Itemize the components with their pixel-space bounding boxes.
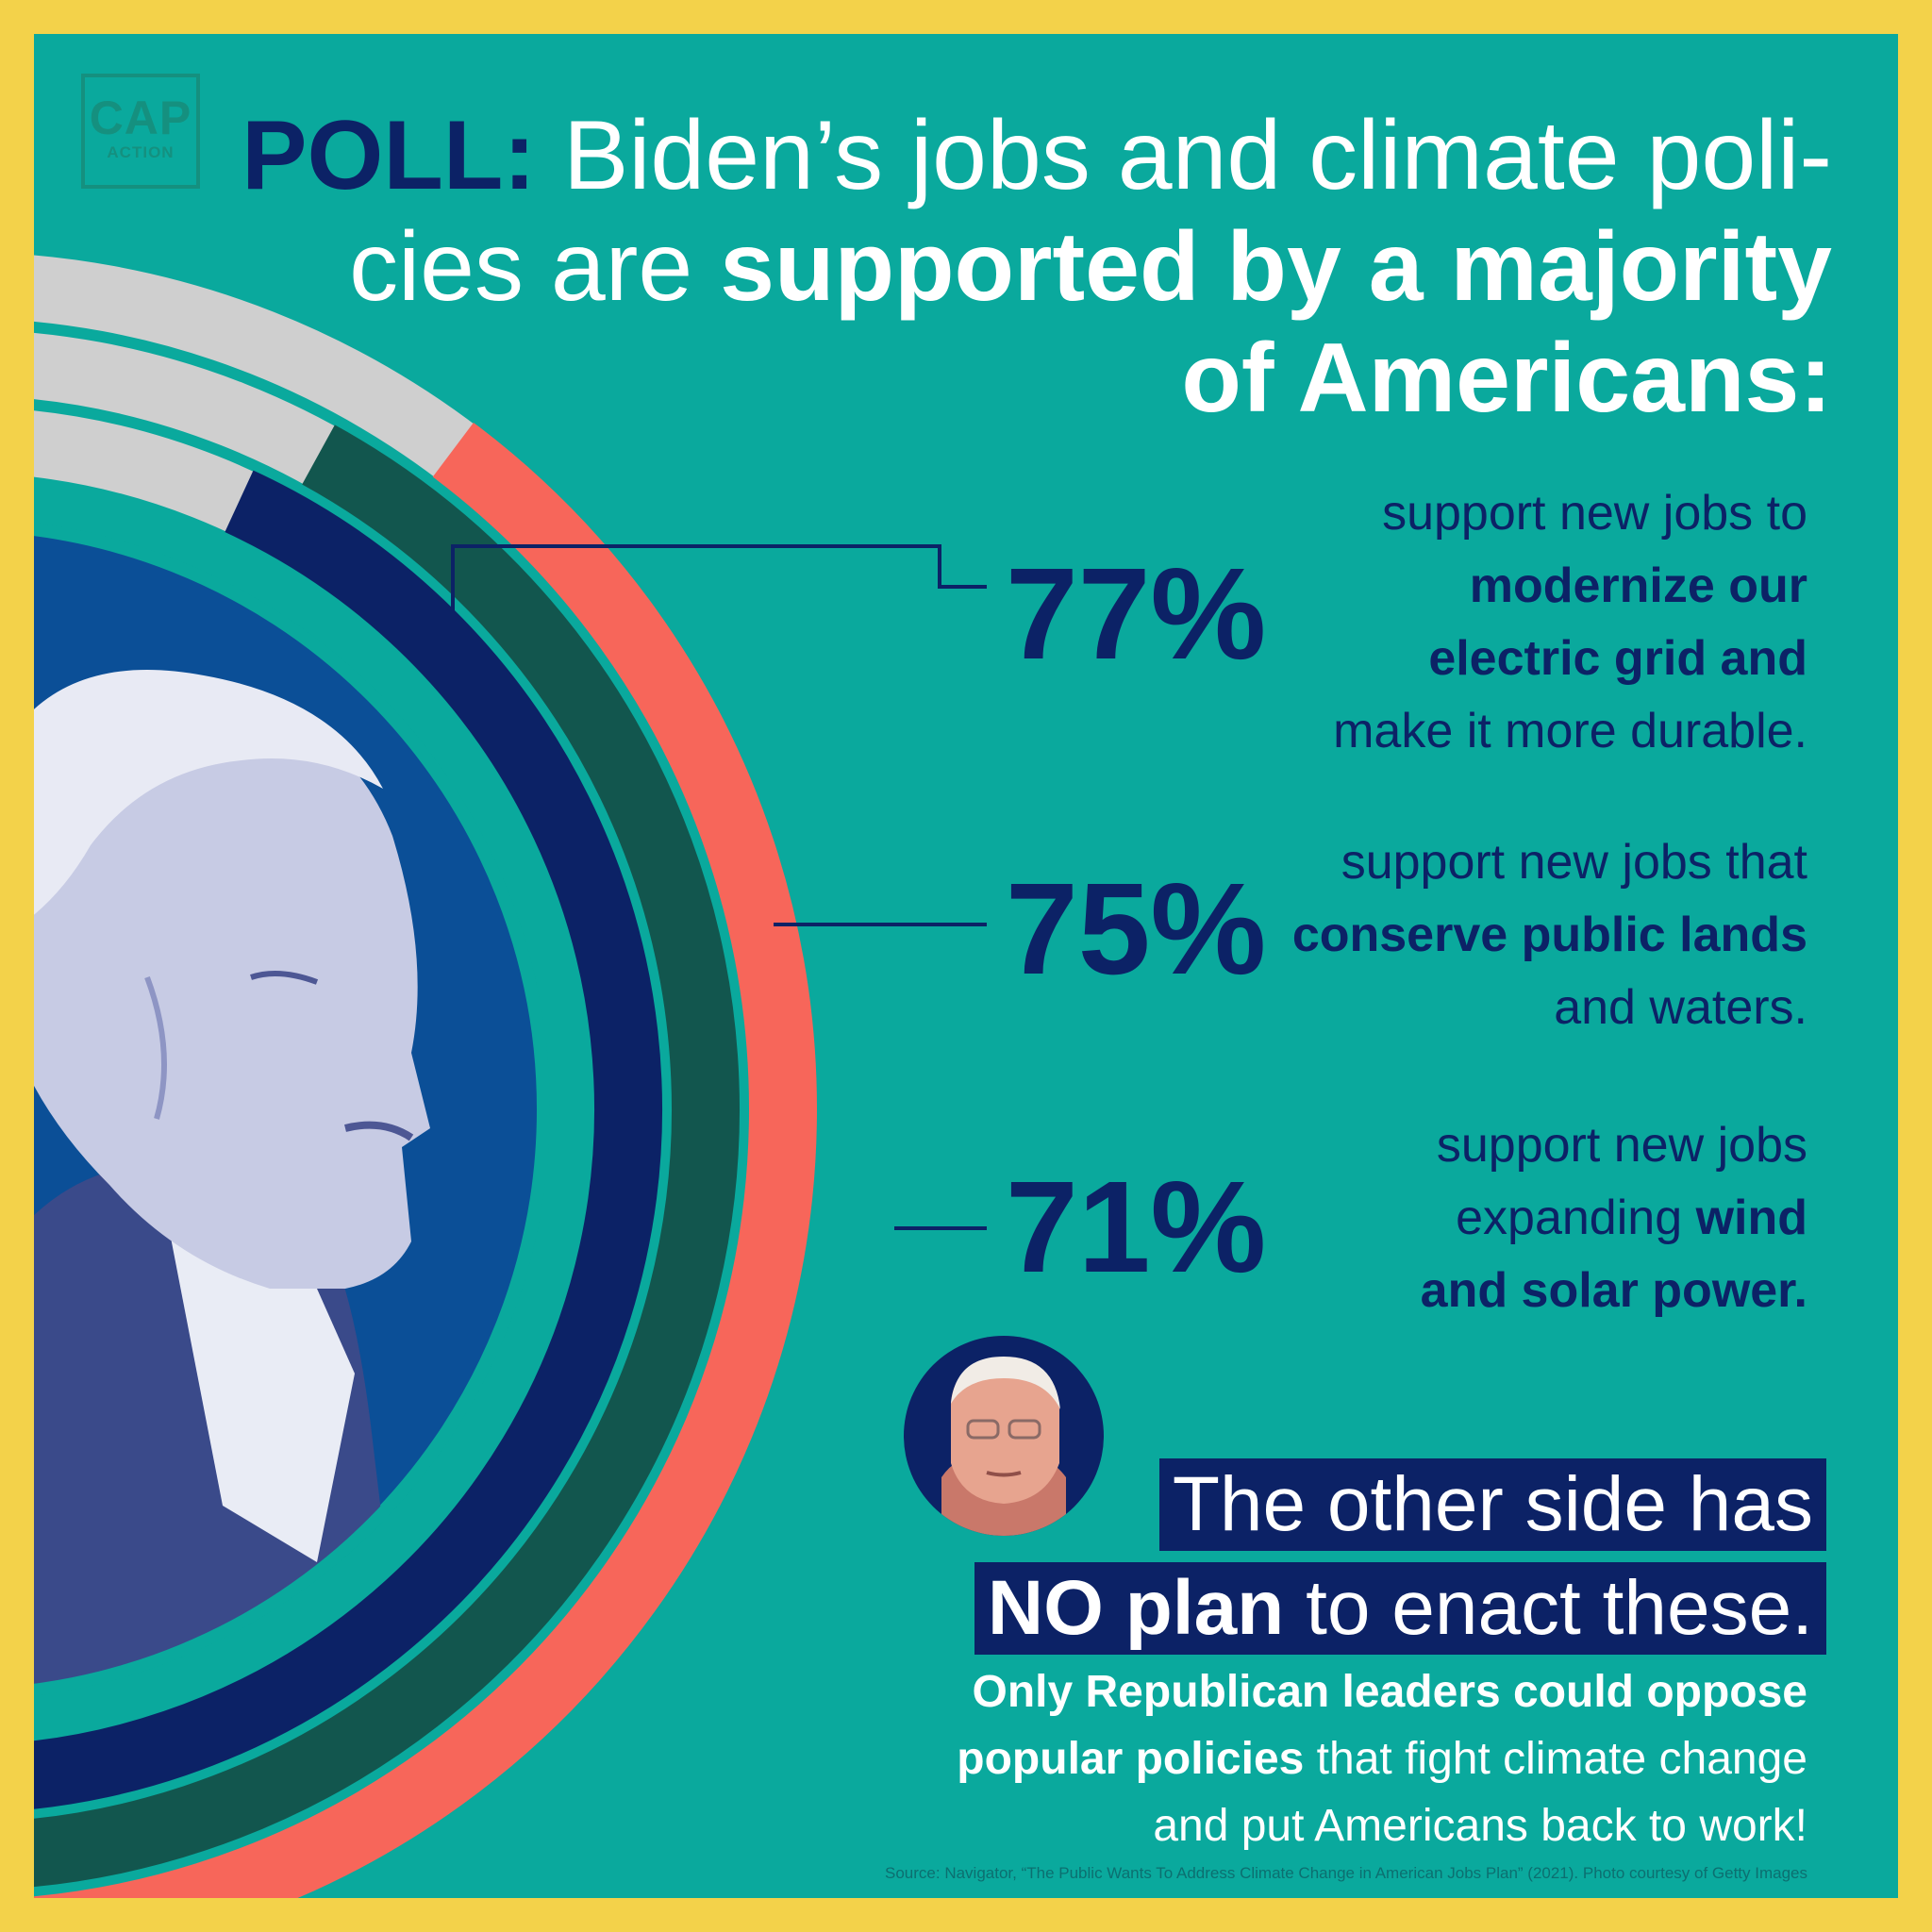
radial-chart [34, 255, 987, 1898]
callout-bar-2: NO plan to enact these. [974, 1562, 1826, 1655]
headline-part4: of Americans: [1181, 324, 1832, 433]
portrait-main [34, 670, 430, 1689]
source-citation: Source: Navigator, “The Public Wants To … [885, 1864, 1807, 1882]
desc77-line1: support new jobs to [1382, 486, 1807, 541]
desc75-line2: and waters. [1554, 980, 1807, 1035]
callout-bar2-rest: to enact these. [1284, 1565, 1813, 1651]
closing-bold2: popular policies [957, 1734, 1305, 1784]
ring-arc-77 [34, 470, 662, 1809]
stat-value-71: 71% [1006, 1155, 1267, 1300]
desc77-bold1: modernize our [1469, 558, 1807, 613]
ring-arc-71 [34, 422, 817, 1898]
desc71-bold2: and solar power. [1420, 1263, 1807, 1318]
closing-rest2: that fight climate change [1304, 1734, 1807, 1784]
logo-line1: CAP [89, 92, 192, 144]
desc77-line2: make it more durable. [1333, 704, 1807, 758]
closing-bold1: Only Republican leaders could oppose [972, 1667, 1807, 1717]
desc71-line1: support new jobs [1436, 1118, 1807, 1173]
callout-no-plan: NO plan [987, 1565, 1285, 1651]
stat-description-77: support new jobs to modernize our electr… [1333, 477, 1807, 768]
desc71-line2: expanding [1456, 1191, 1696, 1245]
desc75-bold1: conserve public lands [1291, 908, 1807, 962]
portrait-small [904, 1336, 1104, 1536]
headline: POLL: Biden’s jobs and climate poli- cie… [228, 100, 1832, 434]
headline-part3: supported by a majority [720, 212, 1832, 322]
headline-part2: cies are [349, 212, 721, 322]
desc71-bold1: wind [1695, 1191, 1807, 1245]
stat-description-75: support new jobs that conserve public la… [1292, 826, 1807, 1044]
stat-description-71: support new jobs expanding wind and sola… [1421, 1109, 1807, 1327]
callout-bar-1: The other side has [1158, 1458, 1826, 1551]
closing-line3: and put Americans back to work! [1153, 1801, 1807, 1851]
ring-arc-75 [34, 425, 740, 1888]
logo-line2: ACTION [107, 143, 175, 161]
stat-value-77: 77% [1006, 541, 1267, 687]
cap-action-logo: CAP ACTION [81, 74, 200, 189]
leader-line-77 [451, 544, 987, 612]
closing-statement: Only Republican leaders could oppose pop… [581, 1658, 1807, 1859]
headline-part1: Biden’s jobs and climate poli- [536, 101, 1832, 210]
stat-value-75: 75% [1006, 857, 1267, 1002]
desc75-line1: support new jobs that [1341, 835, 1807, 890]
infographic-panel: CAP ACTION POLL: Biden’s jobs and climat… [34, 34, 1898, 1898]
headline-prefix: POLL: [242, 101, 537, 210]
desc77-bold2: electric grid and [1428, 631, 1807, 686]
